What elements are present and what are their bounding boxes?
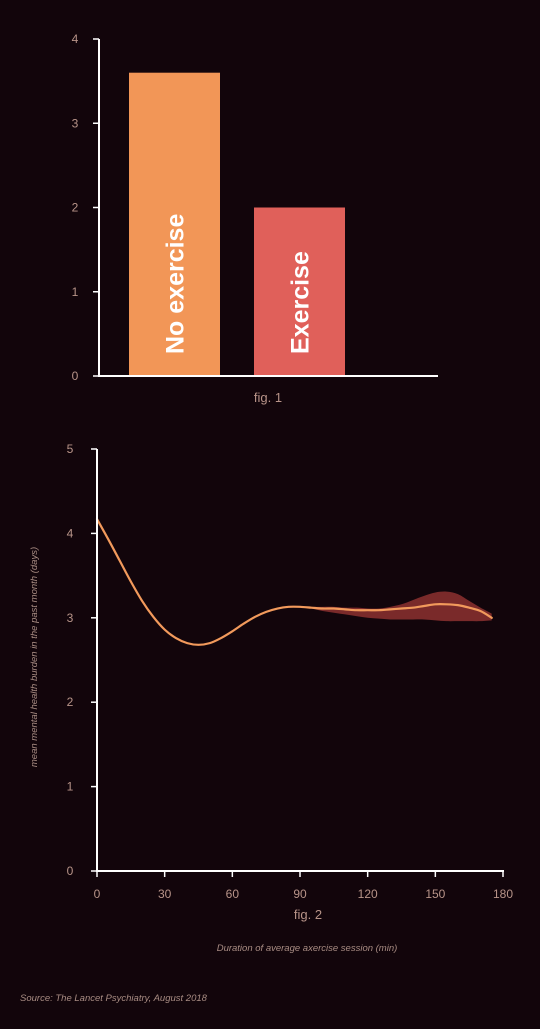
- fig1-caption: fig. 1: [254, 390, 282, 405]
- fig2-confidence-band: [97, 519, 492, 645]
- fig2-series-line: [95, 517, 493, 646]
- fig1-bars: No exercise Exercise: [129, 72, 345, 376]
- fig2-x-tick-label: 150: [425, 887, 445, 901]
- fig1-bar-label: Exercise: [287, 251, 315, 354]
- fig2-ticks: 0 1 2 3 4 5 0 30 60 90 120 150 180: [67, 442, 514, 901]
- fig2-y-tick-label: 1: [67, 780, 74, 794]
- fig1-y-ticks: 0 1 2 3 4: [72, 32, 99, 383]
- fig1-bar-chart: 0 1 2 3 4 No exercise Exercise fig. 1: [72, 32, 438, 405]
- fig2-x-tick-label: 0: [94, 887, 101, 901]
- fig1-y-tick-label: 2: [72, 201, 79, 215]
- fig2-y-tick-label: 2: [67, 695, 74, 709]
- fig1-bar-exercise: [254, 207, 345, 376]
- fig2-y-tick-label: 5: [67, 442, 74, 456]
- fig2-y-tick-label: 0: [67, 864, 74, 878]
- fig1-y-tick-label: 1: [72, 285, 79, 299]
- fig1-y-tick-label: 4: [72, 32, 79, 46]
- fig2-x-tick-label: 60: [226, 887, 240, 901]
- fig2-x-tick-label: 30: [158, 887, 172, 901]
- fig2-x-tick-label: 90: [293, 887, 307, 901]
- fig1-bar-label: No exercise: [162, 214, 190, 354]
- source-note: Source: The Lancet Psychiatry, August 20…: [20, 993, 208, 1004]
- fig2-x-tick-label: 180: [493, 887, 513, 901]
- fig1-bar-no-exercise: [129, 72, 220, 376]
- fig2-y-tick-label: 4: [67, 526, 74, 540]
- fig2-caption: fig. 2: [294, 907, 322, 922]
- fig2-line-chart: 0 1 2 3 4 5 0 30 60 90 120 150 180 fig. 2 Duration o…: [29, 442, 513, 954]
- fig1-y-tick-label: 3: [72, 116, 79, 130]
- fig2-x-tick-label: 120: [358, 887, 378, 901]
- fig1-y-tick-label: 0: [72, 369, 79, 383]
- fig2-y-axis-label: mean mental health burden in the past mo…: [29, 547, 40, 767]
- fig2-y-tick-label: 3: [67, 611, 74, 625]
- fig2-x-axis-label: Duration of average axercise session (mi…: [217, 943, 398, 954]
